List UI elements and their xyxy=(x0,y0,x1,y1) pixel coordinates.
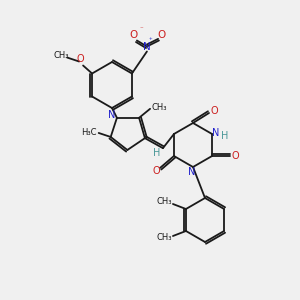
Text: N: N xyxy=(143,41,151,52)
Text: N: N xyxy=(188,167,196,177)
Text: O: O xyxy=(210,106,218,116)
Text: H₃C: H₃C xyxy=(81,128,96,137)
Text: O: O xyxy=(76,55,84,64)
Text: CH₃: CH₃ xyxy=(151,103,167,112)
Text: N: N xyxy=(212,128,220,138)
Text: O: O xyxy=(231,151,239,161)
Text: CH₃: CH₃ xyxy=(53,51,69,60)
Text: H: H xyxy=(221,131,229,141)
Text: N: N xyxy=(108,110,116,120)
Text: O: O xyxy=(158,31,166,40)
Text: ⁺: ⁺ xyxy=(149,38,153,44)
Text: O: O xyxy=(152,166,160,176)
Text: CH₃: CH₃ xyxy=(156,233,172,242)
Text: ⁻: ⁻ xyxy=(139,26,143,32)
Text: H: H xyxy=(153,148,161,158)
Text: O: O xyxy=(130,31,138,40)
Text: CH₃: CH₃ xyxy=(156,197,172,206)
